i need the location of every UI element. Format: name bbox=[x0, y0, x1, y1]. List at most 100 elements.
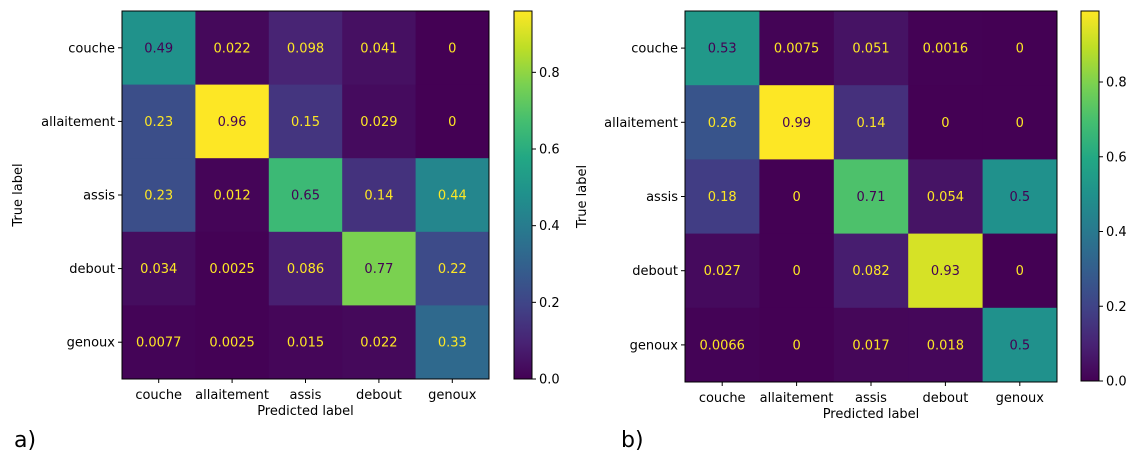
heatmap-cell bbox=[982, 159, 1058, 235]
heatmap-cell bbox=[415, 11, 490, 86]
heatmap-cell bbox=[268, 158, 343, 233]
heatmap-cell bbox=[122, 305, 196, 380]
panel-label: b) bbox=[621, 428, 644, 453]
y-tick-label: debout bbox=[632, 264, 678, 279]
colorbar-tick-label: 0.0 bbox=[1106, 375, 1127, 390]
x-tick-label: debout bbox=[356, 388, 402, 403]
cell-value-label: 0.029 bbox=[360, 115, 397, 130]
heatmap-cell bbox=[759, 11, 835, 86]
heatmap-cell bbox=[268, 231, 343, 306]
colorbar-tick-label: 0.6 bbox=[539, 143, 560, 158]
cell-value-label: 0.15 bbox=[291, 115, 320, 130]
y-tick-label: assis bbox=[83, 189, 115, 204]
heatmap-cell bbox=[342, 231, 417, 306]
cell-value-label: 0.018 bbox=[927, 338, 964, 353]
y-axis-label: True label bbox=[575, 165, 590, 229]
confusion-matrix-a: 0.49 0.022 0.098 0.041 0 0.23 0.96 0.15 0.029 0 0.… bbox=[11, 10, 560, 453]
heatmap-cell bbox=[195, 305, 270, 380]
heatmap-cell bbox=[833, 159, 909, 235]
x-tick-label: assis bbox=[290, 388, 322, 403]
heatmap-cell bbox=[759, 233, 835, 309]
heatmap-cell bbox=[415, 158, 490, 233]
heatmap-cell bbox=[833, 233, 909, 309]
cell-value-label: 0.0025 bbox=[209, 336, 255, 351]
confusion-matrix-b: 0.53 0.0075 0.051 0.0016 0 0.26 0.99 0.14 0 0 0.18… bbox=[575, 10, 1127, 453]
heatmap-cell bbox=[415, 84, 490, 159]
heatmap-cell bbox=[268, 305, 343, 380]
x-tick-label: allaitement bbox=[760, 391, 834, 406]
cell-value-label: 0.0025 bbox=[209, 262, 255, 277]
y-tick-label: genoux bbox=[67, 336, 116, 351]
cell-value-label: 0.23 bbox=[144, 189, 173, 204]
cell-value-label: 0.18 bbox=[708, 190, 737, 205]
heatmap-cell bbox=[195, 11, 270, 86]
colorbar-tick-label: 0.0 bbox=[539, 373, 560, 388]
x-tick-label: debout bbox=[923, 391, 969, 406]
cell-value-label: 0.5 bbox=[1009, 190, 1030, 205]
heatmap-cell bbox=[908, 307, 984, 383]
heatmap-cell bbox=[833, 85, 909, 160]
y-tick-label: allaitement bbox=[604, 116, 678, 131]
heatmap-cell bbox=[685, 233, 760, 309]
heatmap-cell bbox=[982, 307, 1058, 383]
heatmap-cell bbox=[122, 11, 196, 86]
heatmap-cell bbox=[122, 231, 196, 306]
heatmap-cell bbox=[195, 158, 270, 233]
cell-value-label: 0.041 bbox=[360, 41, 397, 56]
heatmap-cell bbox=[342, 158, 417, 233]
colorbar-tick-label: 0.8 bbox=[539, 66, 560, 81]
heatmap-cell bbox=[982, 11, 1058, 86]
cell-value-label: 0.53 bbox=[708, 42, 737, 57]
cell-value-label: 0.33 bbox=[438, 336, 467, 351]
cell-value-label: 0.14 bbox=[364, 189, 393, 204]
cell-value-label: 0.26 bbox=[708, 116, 737, 131]
cell-value-label: 0.022 bbox=[360, 336, 397, 351]
cell-value-label: 0 bbox=[792, 190, 800, 205]
heatmap-cell bbox=[268, 11, 343, 86]
panel-label: a) bbox=[14, 428, 36, 453]
cell-value-label: 0 bbox=[792, 338, 800, 353]
heatmap-cell bbox=[415, 305, 490, 380]
y-tick-label: couche bbox=[68, 41, 115, 56]
cell-value-label: 0.017 bbox=[852, 338, 889, 353]
cell-value-label: 0.93 bbox=[931, 264, 960, 279]
cell-value-label: 0.99 bbox=[782, 116, 811, 131]
heatmap-cell bbox=[982, 85, 1058, 160]
heatmap-cell bbox=[268, 84, 343, 159]
x-tick-label: assis bbox=[855, 391, 887, 406]
cell-value-label: 0.0075 bbox=[774, 42, 820, 57]
cell-value-label: 0 bbox=[1016, 116, 1024, 131]
heatmap-cell bbox=[833, 307, 909, 383]
y-tick-label: genoux bbox=[630, 338, 679, 353]
cell-value-label: 0.022 bbox=[213, 41, 250, 56]
x-tick-label: genoux bbox=[996, 391, 1045, 406]
cell-value-label: 0.012 bbox=[213, 189, 250, 204]
heatmap-cell bbox=[759, 85, 835, 160]
y-axis-label: True label bbox=[11, 163, 26, 227]
heatmap-cell bbox=[342, 11, 417, 86]
cell-value-label: 0.027 bbox=[704, 264, 741, 279]
cell-value-label: 0.96 bbox=[218, 115, 247, 130]
heatmap-cell bbox=[685, 11, 760, 86]
heatmap-cell bbox=[908, 85, 984, 160]
cell-value-label: 0 bbox=[448, 41, 456, 56]
cell-value-label: 0.086 bbox=[287, 262, 324, 277]
colorbar-tick-label: 0.6 bbox=[1106, 150, 1127, 165]
cell-value-label: 0.49 bbox=[144, 41, 173, 56]
heatmap-cell bbox=[122, 84, 196, 159]
cell-value-label: 0 bbox=[1016, 264, 1024, 279]
heatmap-cell bbox=[908, 233, 984, 309]
heatmap-cell bbox=[908, 11, 984, 86]
heatmap-cell bbox=[342, 84, 417, 159]
colorbar-tick-label: 0.8 bbox=[1106, 76, 1127, 91]
cell-value-label: 0.77 bbox=[364, 262, 393, 277]
cell-value-label: 0.098 bbox=[287, 41, 324, 56]
heatmap-cell bbox=[195, 84, 270, 159]
heatmap-cell bbox=[833, 11, 909, 86]
heatmap-cell bbox=[195, 231, 270, 306]
cell-value-label: 0.034 bbox=[140, 262, 177, 277]
cell-value-label: 0.054 bbox=[927, 190, 964, 205]
cell-value-label: 0 bbox=[941, 116, 949, 131]
cell-value-label: 0.23 bbox=[144, 115, 173, 130]
